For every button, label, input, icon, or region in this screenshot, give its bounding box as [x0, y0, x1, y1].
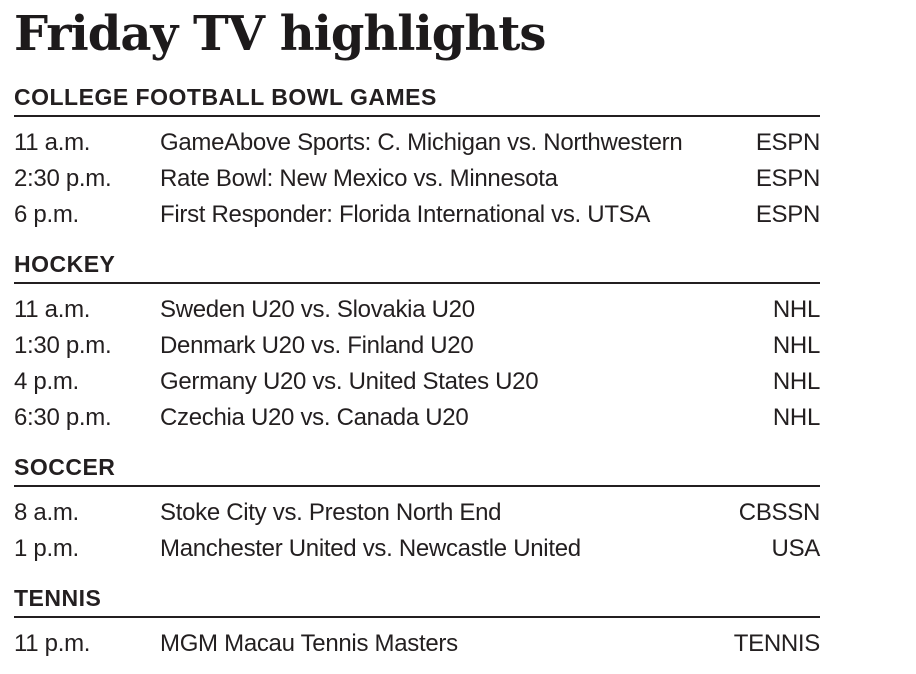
- channel-cell: NHL: [772, 332, 820, 359]
- section-heading: TENNIS: [14, 585, 820, 618]
- section-heading: SOCCER: [14, 454, 820, 487]
- channel-cell: NHL: [772, 296, 820, 323]
- time-cell: 6:30 p.m.: [14, 404, 112, 431]
- event-cell: Denmark U20 vs. Finland U20: [160, 332, 474, 359]
- event-cell: Rate Bowl: New Mexico vs. Minnesota: [160, 165, 558, 192]
- time-cell: 1 p.m.: [14, 535, 79, 562]
- listing-row: 8 a.m. Stoke City vs. Preston North End …: [14, 495, 820, 531]
- event-cell: Stoke City vs. Preston North End: [160, 499, 502, 526]
- listing-row: 11 a.m. GameAbove Sports: C. Michigan vs…: [14, 125, 820, 161]
- event-cell: MGM Macau Tennis Masters: [160, 630, 458, 657]
- listing-row: 1 p.m. Manchester United vs. Newcastle U…: [14, 531, 820, 567]
- time-cell: 11 p.m.: [14, 630, 91, 657]
- time-cell: 2:30 p.m.: [14, 165, 112, 192]
- event-cell: Czechia U20 vs. Canada U20: [160, 404, 469, 431]
- channel-cell: CBSSN: [738, 499, 821, 526]
- section-hockey: HOCKEY 11 a.m. Sweden U20 vs. Slovakia U…: [14, 251, 820, 436]
- time-cell: 4 p.m.: [14, 368, 79, 395]
- page-title: Friday TV highlights: [14, 6, 546, 62]
- time-cell: 6 p.m.: [14, 201, 79, 228]
- channel-cell: NHL: [772, 404, 820, 431]
- section-soccer: SOCCER 8 a.m. Stoke City vs. Preston Nor…: [14, 454, 820, 567]
- listing-rows: 8 a.m. Stoke City vs. Preston North End …: [14, 487, 820, 567]
- listing-row: 6:30 p.m. Czechia U20 vs. Canada U20 NHL: [14, 400, 820, 436]
- listing-rows: 11 p.m. MGM Macau Tennis Masters TENNIS: [14, 618, 820, 662]
- event-cell: GameAbove Sports: C. Michigan vs. Northw…: [160, 129, 683, 156]
- event-cell: Manchester United vs. Newcastle United: [160, 535, 581, 562]
- listing-row: 2:30 p.m. Rate Bowl: New Mexico vs. Minn…: [14, 161, 820, 197]
- section-college-football-bowl-games: COLLEGE FOOTBALL BOWL GAMES 11 a.m. Game…: [14, 84, 820, 233]
- channel-cell: ESPN: [755, 129, 820, 156]
- event-cell: Sweden U20 vs. Slovakia U20: [160, 296, 475, 323]
- listing-rows: 11 a.m. GameAbove Sports: C. Michigan vs…: [14, 117, 820, 233]
- channel-cell: ESPN: [755, 165, 820, 192]
- time-cell: 8 a.m.: [14, 499, 79, 526]
- section-heading: COLLEGE FOOTBALL BOWL GAMES: [14, 84, 820, 117]
- channel-cell: NHL: [772, 368, 820, 395]
- listing-row: 6 p.m. First Responder: Florida Internat…: [14, 197, 820, 233]
- event-cell: Germany U20 vs. United States U20: [160, 368, 539, 395]
- channel-cell: TENNIS: [733, 630, 821, 657]
- time-cell: 11 a.m.: [14, 296, 91, 323]
- channel-cell: USA: [771, 535, 821, 562]
- listing-row: 4 p.m. Germany U20 vs. United States U20…: [14, 364, 820, 400]
- time-cell: 1:30 p.m.: [14, 332, 112, 359]
- listing-row: 11 p.m. MGM Macau Tennis Masters TENNIS: [14, 626, 820, 662]
- listing-row: 1:30 p.m. Denmark U20 vs. Finland U20 NH…: [14, 328, 820, 364]
- event-cell: First Responder: Florida International v…: [160, 201, 651, 228]
- channel-cell: ESPN: [755, 201, 820, 228]
- listing-row: 11 a.m. Sweden U20 vs. Slovakia U20 NHL: [14, 292, 820, 328]
- time-cell: 11 a.m.: [14, 129, 91, 156]
- listing-rows: 11 a.m. Sweden U20 vs. Slovakia U20 NHL …: [14, 284, 820, 436]
- section-heading: HOCKEY: [14, 251, 820, 284]
- section-tennis: TENNIS 11 p.m. MGM Macau Tennis Masters …: [14, 585, 820, 662]
